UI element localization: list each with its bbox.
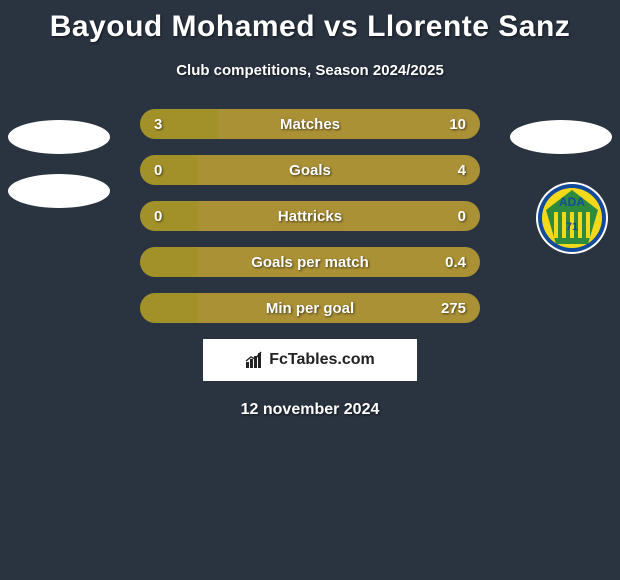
stat-row: 00Hattricks (140, 201, 480, 231)
svg-text:ADA: ADA (559, 195, 585, 209)
right-avatars (510, 120, 612, 174)
svg-text:71: 71 (566, 221, 578, 233)
stat-label: Goals per match (140, 247, 480, 277)
player-avatar-placeholder (8, 120, 110, 154)
subtitle: Club competitions, Season 2024/2025 (0, 62, 620, 79)
club-badge: ADA 71 (536, 182, 608, 254)
page-title: Bayoud Mohamed vs Llorente Sanz (0, 0, 620, 44)
stat-row: 04Goals (140, 155, 480, 185)
stat-row: 275Min per goal (140, 293, 480, 323)
player-avatar-placeholder (510, 120, 612, 154)
date-label: 12 november 2024 (0, 401, 620, 419)
stat-label: Min per goal (140, 293, 480, 323)
stat-row: 310Matches (140, 109, 480, 139)
chart-icon (245, 351, 263, 369)
stats-container: 310Matches 04Goals 00Hattricks 0.4Goals per… (140, 109, 480, 323)
stat-label: Goals (140, 155, 480, 185)
stat-label: Matches (140, 109, 480, 139)
club-avatar-placeholder (8, 174, 110, 208)
stat-row: 0.4Goals per match (140, 247, 480, 277)
logo-text: FcTables.com (269, 351, 375, 369)
fctables-logo: FcTables.com (203, 339, 417, 381)
left-avatars (8, 120, 110, 228)
stat-label: Hattricks (140, 201, 480, 231)
